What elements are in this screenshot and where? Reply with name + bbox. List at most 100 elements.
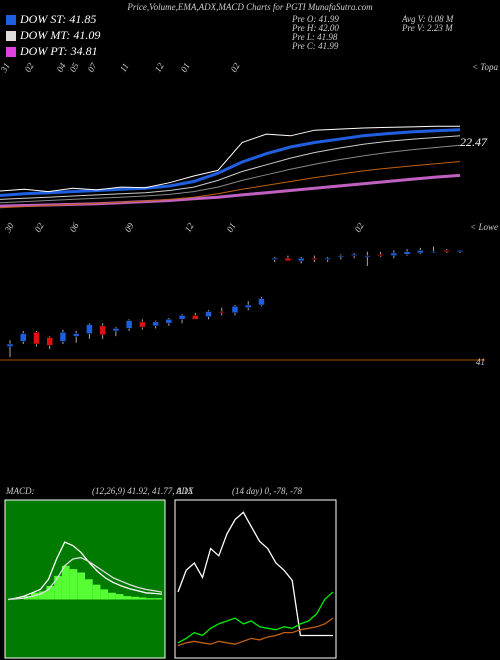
macd-bar [154,598,162,600]
candle-body [244,304,252,308]
candle-body [19,333,27,342]
legend-swatch [6,47,16,57]
date-label: 04 [55,61,68,74]
candle-body [139,321,146,328]
candle-body [46,337,53,346]
macd-bar [61,565,70,600]
date-label: 12 [153,61,166,74]
series-line [177,511,333,637]
candle-body [178,315,186,320]
legend-label: DOW ST: 41.85 [19,12,96,26]
candle-body [443,250,451,252]
series-line [0,135,461,200]
series-line [0,128,461,197]
date-label: 11 [118,61,131,73]
candle-body [33,332,40,345]
adx-frame [174,499,337,659]
candle-body [430,251,437,253]
date-label: 01 [225,221,238,234]
macd-bar [69,569,78,600]
date-label: 31 [0,61,12,75]
candle-body [125,320,133,329]
candle-body [165,319,173,324]
candle-body [6,343,14,347]
date-label: 02 [23,61,36,74]
tag: < Topa [472,62,499,72]
series-line [0,125,460,193]
candle-body [218,311,226,314]
stat: Pre L: 41.98 [291,32,338,42]
stat: Avg V: 0.08 M [401,14,454,24]
legend-swatch [6,31,16,41]
series-line [7,556,163,601]
macd-bar [115,594,124,600]
candle-body [152,321,159,327]
series-line [177,617,334,647]
candle-body [364,255,371,258]
series-line [0,144,461,204]
macd-bar [108,592,116,600]
candle-body [72,333,80,337]
candle-body [417,250,424,254]
panel-params: (12,26,9) 41.92, 41.77, 0.15 [92,486,193,496]
stat: Pre H: 42.00 [291,23,339,33]
candle-body [205,311,212,317]
candle-body [258,298,265,306]
level-label: 41 [476,357,485,367]
panel-params: (14 day) 0, -78, -78 [232,486,302,496]
macd-bar [54,575,62,600]
panel-label: ADX [175,486,194,496]
macd-bar [123,596,132,600]
date-label: 07 [86,61,99,74]
macd-bar [46,586,55,600]
date-label: 09 [123,221,136,234]
candle-body [192,315,199,320]
level-label: 22.47 [460,135,488,149]
stat: Pre O: 41.99 [291,14,339,24]
panel-label: MACD: [5,486,35,496]
series-line [177,591,334,644]
date-label: 30 [2,221,16,235]
date-label: 06 [68,221,81,234]
macd-bar [85,579,93,600]
date-label: 01 [179,61,192,74]
candle-body [324,257,331,260]
date-label: 05 [68,61,81,74]
candle-body [112,328,120,332]
macd-bar [77,572,85,600]
tag: < Lowe [470,222,498,232]
candle-body [377,254,384,256]
candle-body [271,257,278,260]
candle-body [99,325,106,336]
series-line [0,161,461,209]
macd-bar [92,584,101,600]
legend-swatch [6,15,16,25]
macd-bar [100,589,109,600]
title: Price,Volume,EMA,ADX,MACD Charts for PGT… [126,2,373,12]
candle-body [284,257,292,262]
macd-bar [131,596,139,600]
legend-label: DOW PT: 34.81 [19,44,98,58]
candle-body [311,257,318,260]
candle-body [403,251,411,255]
candle-body [231,306,239,314]
macd-bar [138,597,147,600]
candle-body [59,332,67,342]
date-label: 02 [229,61,242,74]
candle-body [297,257,305,262]
stat: Pre C: 41.99 [291,41,339,51]
legend-label: DOW MT: 41.09 [19,28,100,42]
macd-bar [146,598,155,600]
date-label: 02 [33,221,46,234]
candle-body [390,252,398,256]
candle-body [456,250,464,252]
macd-bar [38,591,47,600]
date-label: 12 [183,221,196,234]
candle-body [337,255,345,258]
candle-body [350,254,358,256]
macd-bar [31,592,39,600]
series-line [7,541,163,601]
date-label: 02 [353,221,366,234]
